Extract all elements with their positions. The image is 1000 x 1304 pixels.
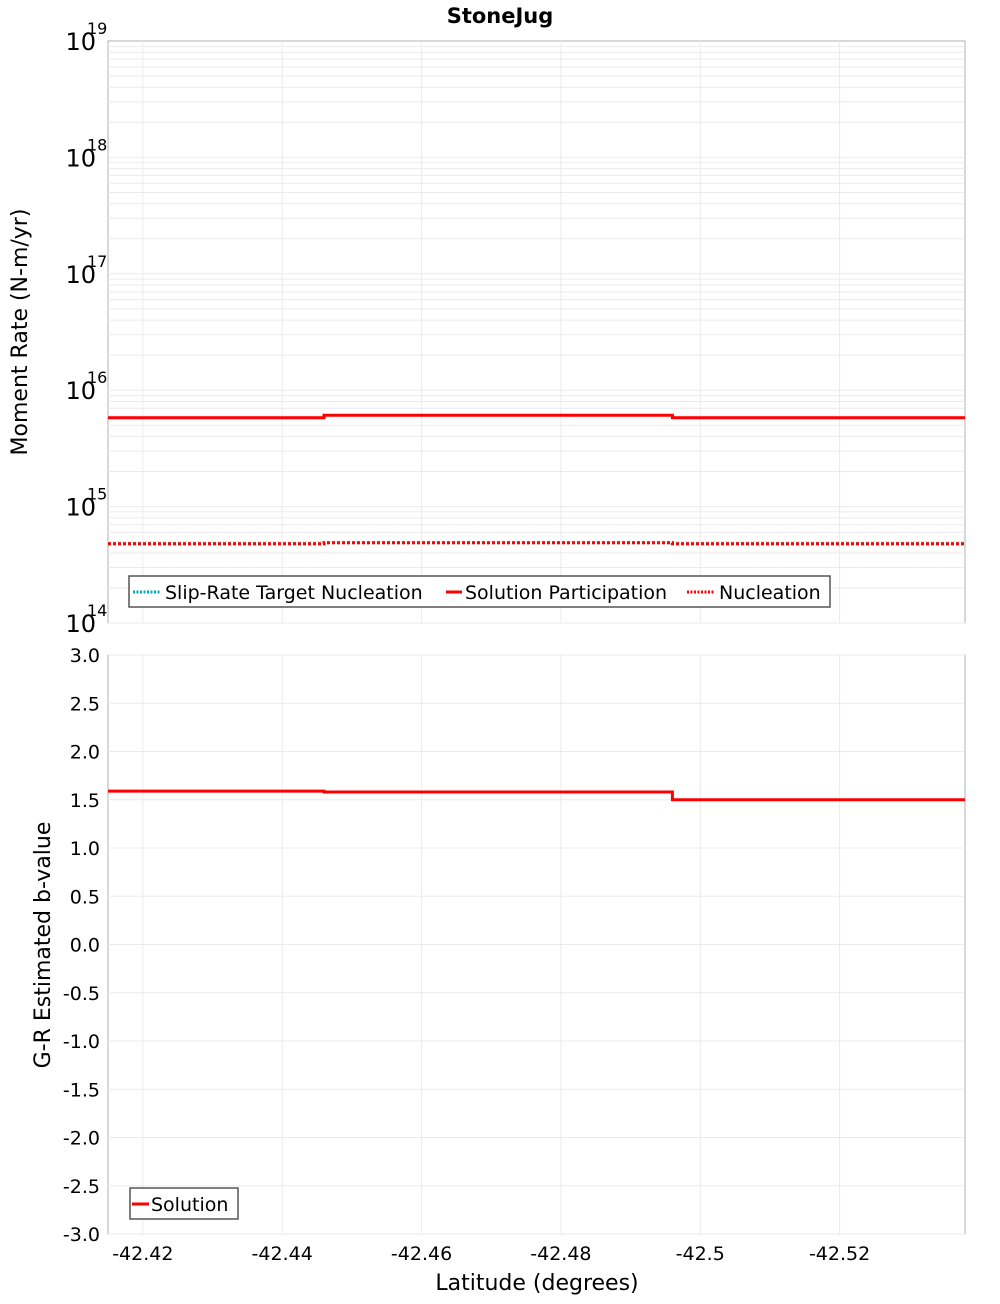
bottom-legend: Solution [129, 1187, 239, 1220]
x-tick-label: -42.42 [112, 1243, 173, 1265]
y-tick-label: 10 [65, 261, 96, 289]
y-tick-label: 0.5 [70, 886, 100, 908]
y-tick-label: -1.0 [63, 1031, 100, 1053]
x-axis-label: Latitude (degrees) [435, 1271, 638, 1296]
chart-title: StoneJug [447, 4, 554, 28]
top-y-axis-label: Moment Rate (N-m/yr) [8, 209, 33, 456]
x-ticks: -42.42 -42.44 -42.46 -42.48 -42.5 -42.52 [112, 1243, 870, 1265]
y-tick-label: -3.0 [63, 1224, 100, 1246]
y-tick-label: 1.5 [70, 790, 100, 812]
top-legend: Slip-Rate Target Nucleation Solution Par… [128, 575, 831, 608]
y-tick-label: -0.5 [63, 983, 100, 1005]
top-grid [108, 41, 965, 624]
y-tick-label: -1.5 [63, 1079, 100, 1101]
series-line [108, 541, 965, 546]
legend-label-solution-participation: Solution Participation [465, 582, 667, 604]
y-tick-label: 3.0 [70, 645, 100, 667]
bottom-grid [108, 654, 965, 1235]
bottom-y-ticks: 3.0 2.5 2.0 1.5 1.0 0.5 0.0 -0.5 -1.0 -1.5 -2.0 -2.… [63, 645, 100, 1246]
bottom-series [108, 789, 965, 802]
y-tick-label: 10 [65, 28, 96, 56]
y-tick-label: 10 [65, 610, 96, 638]
y-tick-exponent: 16 [87, 368, 107, 387]
y-tick-exponent: 19 [87, 19, 107, 38]
legend-label-solution: Solution [151, 1194, 228, 1216]
x-tick-label: -42.46 [391, 1243, 452, 1265]
legend-label-slip-rate: Slip-Rate Target Nucleation [165, 582, 423, 604]
x-tick-label: -42.5 [676, 1243, 725, 1265]
y-tick-label: 10 [65, 144, 96, 172]
y-tick-exponent: 15 [87, 485, 107, 504]
y-tick-label: 2.0 [70, 742, 100, 764]
y-tick-label: 10 [65, 377, 96, 405]
y-tick-exponent: 17 [87, 252, 107, 271]
y-tick-label: 0.0 [70, 935, 100, 957]
x-tick-label: -42.44 [252, 1243, 313, 1265]
top-plot-area [107, 40, 966, 624]
y-tick-label: -2.5 [63, 1176, 100, 1198]
y-tick-exponent: 14 [87, 601, 107, 620]
y-tick-label: 10 [65, 494, 96, 522]
series-line [108, 413, 965, 420]
y-tick-label: 2.5 [70, 693, 100, 715]
b-value-panel: 3.0 2.5 2.0 1.5 1.0 0.5 0.0 -0.5 -1.0 -1.5 -2.0 -2.… [31, 645, 966, 1296]
y-tick-label: -2.0 [63, 1128, 100, 1150]
bottom-y-axis-label: G-R Estimated b-value [31, 822, 56, 1069]
legend-label-nucleation: Nucleation [719, 582, 821, 604]
top-series [108, 413, 965, 546]
y-tick-label: 1.0 [70, 838, 100, 860]
y-tick-exponent: 18 [87, 135, 107, 154]
series-line [108, 789, 965, 802]
x-tick-label: -42.52 [809, 1243, 870, 1265]
x-tick-label: -42.48 [530, 1243, 591, 1265]
